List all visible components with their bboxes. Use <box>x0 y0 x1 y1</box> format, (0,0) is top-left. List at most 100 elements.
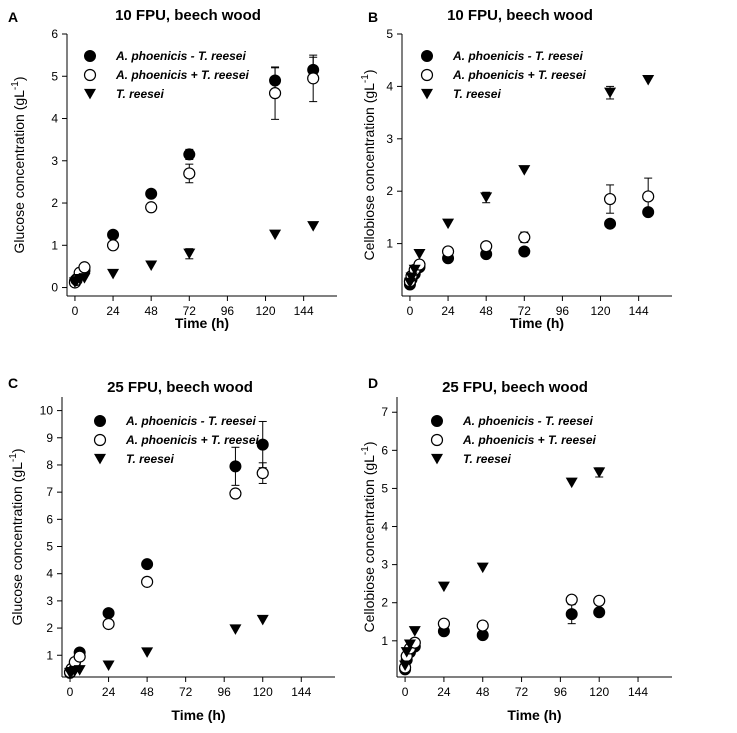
panel-d-x-tick-label: 96 <box>554 685 568 699</box>
panel-b-legend: A. phoenicis - T. reesei A. phoenicis + T… <box>420 49 586 101</box>
panel-b-data-point-triangle-marker <box>413 248 426 260</box>
panel-b-legend-label: A. phoenicis - T. reesei <box>452 49 583 63</box>
panel-d-series-1 <box>399 604 606 676</box>
panel-a-series-3 <box>68 221 320 288</box>
panel-c-x-tick-label: 0 <box>67 685 74 699</box>
panel-b-x-tick-label: 48 <box>479 304 493 318</box>
panel-a-x-tick-label: 144 <box>294 304 314 318</box>
panel-c-y-axis-label: Glucose concentration (gL-1) <box>8 448 25 625</box>
panel-a-y-axis-label-sup: -1 <box>10 81 21 90</box>
panel-c-legend-label: A. phoenicis - T. reesei <box>125 414 256 428</box>
panel-d-x-tick-label: 120 <box>589 685 609 699</box>
panel-c-x-tick-label: 72 <box>179 685 193 699</box>
panel-a-letter: A <box>8 9 18 25</box>
panel-a-y-tick-label: 0 <box>51 281 58 295</box>
panel-d-legend-open-circle-marker <box>430 433 444 447</box>
panel-d-letter: D <box>368 375 378 391</box>
panel-c-y-tick-label: 4 <box>46 567 53 581</box>
panel-c-x-tick-label: 144 <box>291 685 311 699</box>
panel-a-y-tick-label: 6 <box>51 27 58 41</box>
panel-b-x-tick-label: 72 <box>518 304 532 318</box>
panel-a-legend-filled-circle-marker <box>84 50 96 62</box>
panel-b-y-tick-label: 4 <box>386 79 393 93</box>
panel-b-data-point-triangle-marker <box>480 192 493 203</box>
panel-c-data-point-open-circle-marker <box>141 575 154 588</box>
panel-a: A 10 FPU, beech wood 0 24 48 72 96 120 144 0 1 2 3 4 5… <box>8 7 337 331</box>
panel-b: B 10 FPU, beech wood 0 24 48 72 96 120 144 1 2 3 4 5 T… <box>360 7 672 331</box>
panel-d-title: 25 FPU, beech wood <box>442 379 588 396</box>
panel-d-data-point-open-circle-marker <box>565 593 578 606</box>
panel-a-data-point-open-circle-marker <box>268 87 282 100</box>
panel-a-data-point-triangle-marker <box>269 229 282 241</box>
panel-b-data-point-filled-circle-marker <box>604 217 617 230</box>
panel-d-y-tick-label: 5 <box>381 481 388 495</box>
panel-a-legend: A. phoenicis - T. reesei A. phoenicis + T… <box>83 49 249 101</box>
panel-c-data-point-open-circle-marker <box>102 617 115 631</box>
panel-d-data-point-triangle-marker <box>399 660 412 671</box>
panel-b-data-point-triangle-marker <box>604 87 617 99</box>
panel-b-data-point-triangle-marker <box>442 218 455 230</box>
panel-a-legend-open-circle-marker <box>83 68 97 82</box>
panel-c-data-point-filled-circle-marker <box>229 460 242 473</box>
panel-c: C 25 FPU, beech wood 0 24 48 72 96 120 144 1 2 3 4 5 6… <box>8 375 335 723</box>
panel-d-legend: A. phoenicis - T. reesei A. phoenicis + T… <box>430 414 596 466</box>
panel-c-y-axis-label-sup: -1 <box>8 453 19 462</box>
panel-b-legend-label: T. reesei <box>453 87 501 101</box>
panel-c-data-point-triangle-marker <box>141 647 154 658</box>
panel-b-y-axis-label-main: Cellobiose concentration (gL <box>361 83 377 261</box>
panel-b-data-point-open-circle-marker <box>518 231 531 244</box>
panel-b-data-point-triangle-marker <box>642 75 655 86</box>
panel-c-legend-open-circle-marker <box>93 433 107 447</box>
panel-c-x-axis-label: Time (h) <box>171 707 225 723</box>
panel-b-data-point-triangle-marker <box>408 264 421 276</box>
panel-c-legend: A. phoenicis - T. reesei A. phoenicis + T… <box>93 414 259 466</box>
panel-d-legend-label: T. reesei <box>463 452 511 466</box>
panel-b-data-point-open-circle-marker <box>480 240 493 253</box>
panel-d-y-tick-label: 1 <box>381 634 388 648</box>
panel-c-data-point-triangle-marker <box>102 660 115 671</box>
panel-a-legend-label: A. phoenicis + T. reesei <box>115 68 249 82</box>
panel-b-data-point-open-circle-marker <box>603 192 617 206</box>
panel-c-y-tick-label: 9 <box>46 431 53 445</box>
panel-a-y-axis-label-close: ) <box>11 76 27 81</box>
panel-a-x-tick-label: 96 <box>221 304 235 318</box>
panel-c-data-point-triangle-marker <box>229 624 242 635</box>
panel-d-x-tick-label: 48 <box>476 685 490 699</box>
panel-a-x-tick-label: 48 <box>144 304 158 318</box>
panel-b-x-tick-label: 144 <box>629 304 649 318</box>
panel-b-series-1 <box>403 206 655 291</box>
panel-c-title: 25 FPU, beech wood <box>107 379 253 396</box>
panel-b-series-3 <box>403 75 655 289</box>
panel-c-y-tick-label: 5 <box>46 540 53 554</box>
panel-b-legend-filled-circle-marker <box>421 50 433 62</box>
panel-d-data-point-triangle-marker <box>403 639 416 651</box>
panel-a-data-point-filled-circle-marker <box>145 187 158 200</box>
panel-d-series-2 <box>398 593 606 674</box>
panel-a-x-tick-label: 72 <box>183 304 197 318</box>
panel-d-y-tick-label: 6 <box>381 443 388 457</box>
panel-b-legend-label: A. phoenicis + T. reesei <box>452 68 586 82</box>
panel-c-data-point-filled-circle-marker <box>102 607 115 620</box>
panel-a-y-tick-label: 5 <box>51 69 58 83</box>
panel-b-data-point-open-circle-marker <box>642 190 655 203</box>
panel-a-data-point-filled-circle-marker <box>183 148 196 161</box>
panel-c-legend-label: T. reesei <box>126 452 174 466</box>
panel-b-y-axis-label: Cellobiose concentration (gL-1) <box>360 69 377 260</box>
panel-c-legend-triangle-marker <box>94 453 106 465</box>
panel-a-data-point-open-circle-marker <box>78 261 91 274</box>
panel-b-data-point-filled-circle-marker <box>518 245 531 258</box>
panel-b-x-tick-label: 96 <box>556 304 570 318</box>
panel-b-title: 10 FPU, beech wood <box>447 7 593 24</box>
panel-b-series-2 <box>403 177 655 288</box>
panel-d-data-point-filled-circle-marker <box>593 606 606 619</box>
panel-a-data-point-triangle-marker <box>145 260 158 271</box>
panel-c-y-tick-label: 7 <box>46 485 53 499</box>
panel-c-y-tick-label: 10 <box>40 404 54 418</box>
panel-b-x-tick-label: 24 <box>441 304 455 318</box>
panel-d-legend-label: A. phoenicis + T. reesei <box>462 433 596 447</box>
panel-b-data-point-triangle-marker <box>405 272 418 284</box>
panel-c-data-point-open-circle-marker <box>256 467 269 480</box>
panel-c-y-tick-label: 3 <box>46 594 53 608</box>
panel-d-data-point-open-circle-marker <box>437 617 451 630</box>
panel-b-data-point-open-circle-marker <box>441 245 455 258</box>
